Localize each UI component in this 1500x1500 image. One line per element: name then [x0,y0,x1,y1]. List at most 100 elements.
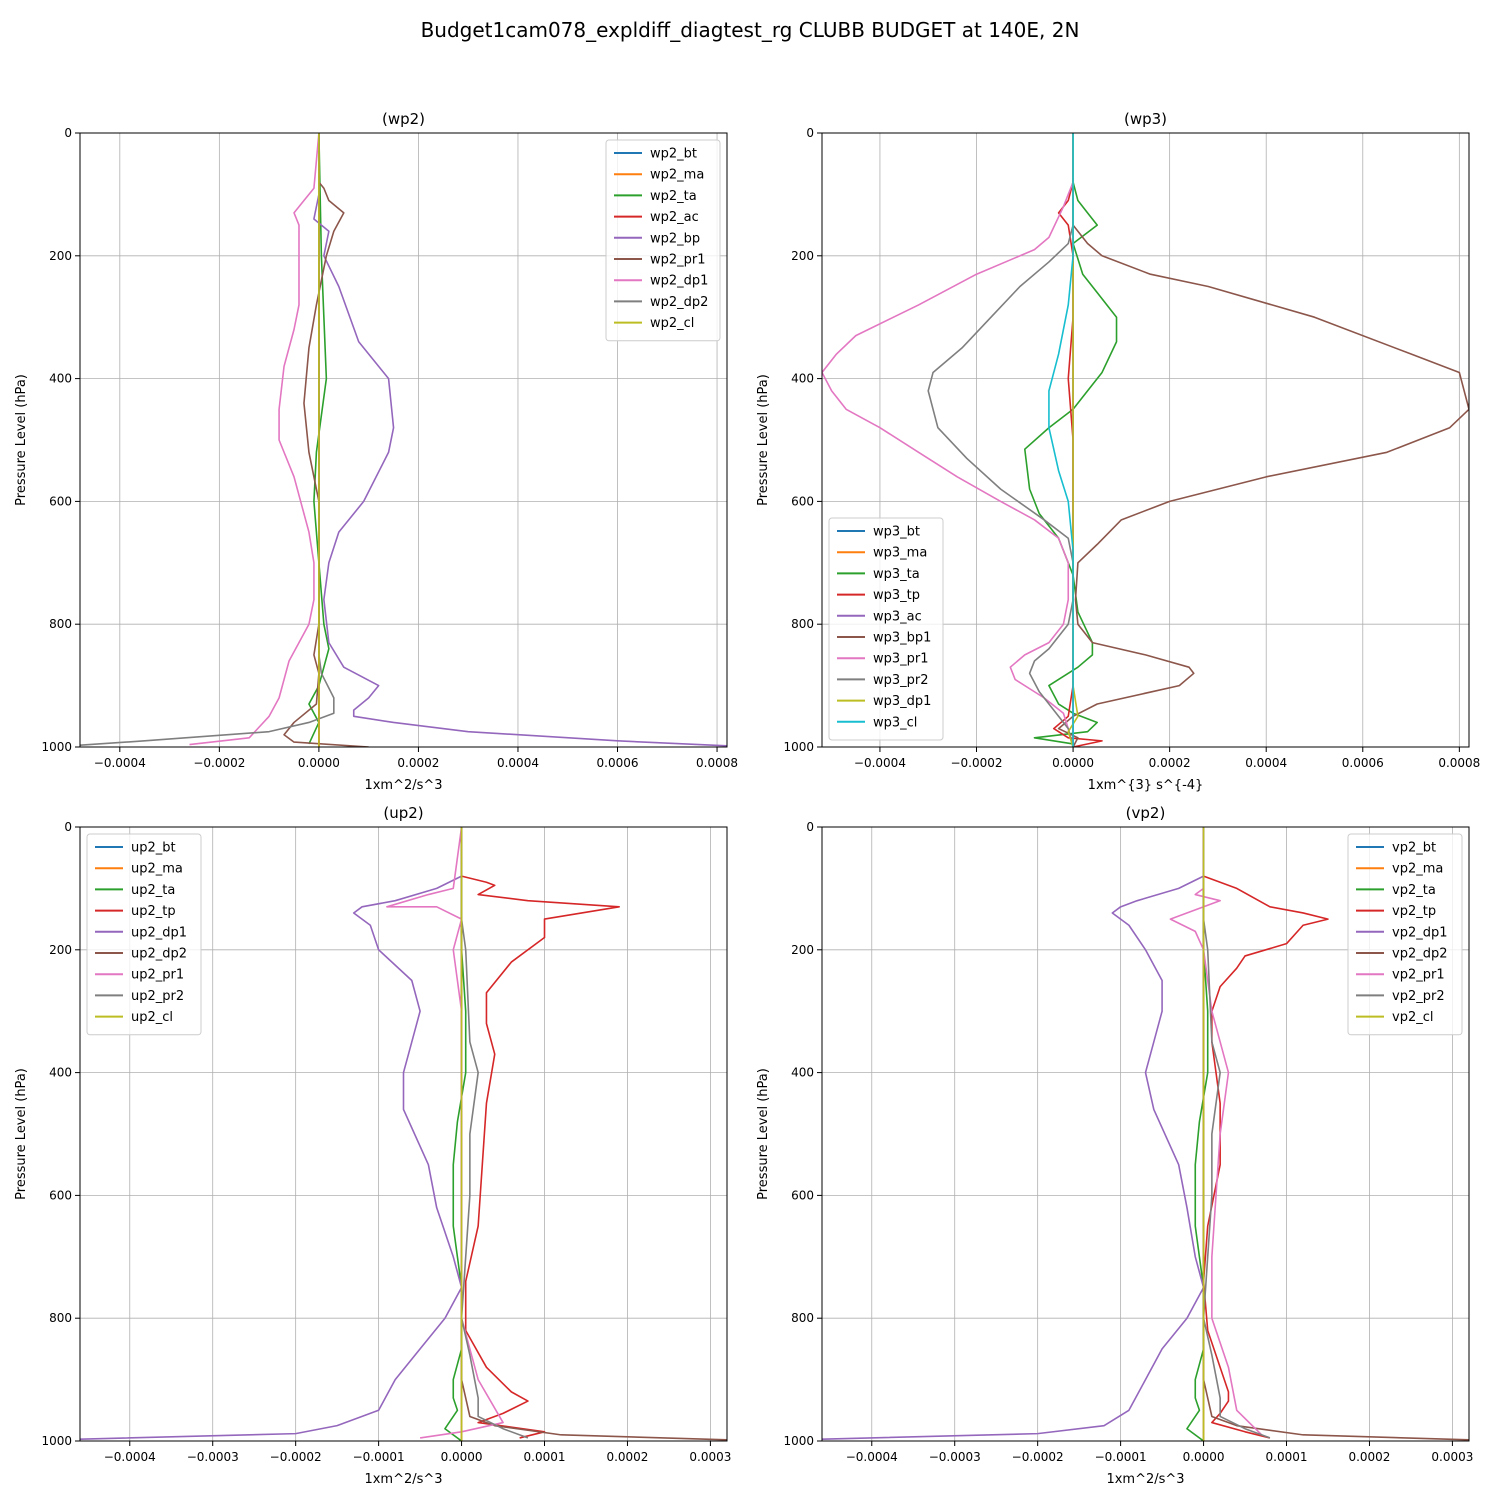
chart-panel-3: −0.0004 −0.0003 −0.0002 −0.0001 0.0000 0.0001… [756,804,1473,1487]
axes-frame [821,132,1470,748]
y-tick-label: 400 [49,1066,72,1080]
y-tick-label: 0 [64,126,72,140]
x-tick-label: −0.0004 [104,1450,156,1464]
series-group [80,827,727,1441]
y-tick-label: 600 [791,1188,814,1202]
x-tick-label: 0.0008 [1438,756,1480,770]
x-tick-label: 0.0000 [1052,756,1094,770]
series-group [822,133,1469,747]
series-line-up2_ta [444,827,467,1441]
y-tick-label: 1000 [41,740,72,754]
legend-label-vp2_dp1: vp2_dp1 [1392,925,1448,940]
y-tick-label: 200 [791,943,814,957]
legend-label-wp3_pr2: wp3_pr2 [873,673,929,688]
series-line-vp2_pr1 [1169,827,1263,1436]
legend-label-up2_bt: up2_bt [131,841,176,856]
series-line-up2_pr1 [386,827,504,1439]
y-tick-label: 400 [49,372,72,386]
legend-label-vp2_pr2: vp2_pr2 [1392,989,1445,1004]
legend-label-wp3_cl: wp3_cl [873,715,917,730]
x-axis-label: 1xm^{3} s^{-4} [1088,778,1204,793]
chart-panel-1: −0.0004 −0.0002 0.0000 0.0002 0.0004 0.0006 0.… [756,110,1480,793]
legend-label-wp2_bp: wp2_bp [650,231,700,246]
y-axis-label: Pressure Level (hPa) [14,374,29,506]
x-tick-label: 0.0002 [397,756,439,770]
legend-label-wp2_cl: wp2_cl [650,316,694,331]
y-tick-label: 200 [49,249,72,263]
legend-label-up2_ta: up2_ta [131,883,175,898]
legend: wp2_bt wp2_ma wp2_ta wp2_ac wp2_bp wp2_pr1 wp2… [605,139,721,342]
x-tick-label: 0.0003 [1431,1450,1473,1464]
legend-label-wp3_ta: wp3_ta [873,567,920,582]
legend-box [1347,833,1463,1036]
x-tick-label: −0.0003 [929,1450,981,1464]
x-tick-label: 0.0001 [524,1450,566,1464]
y-axis-label: Pressure Level (hPa) [756,374,771,506]
legend-label-wp3_bp1: wp3_bp1 [873,631,931,646]
chart-panel-2: −0.0004 −0.0003 −0.0002 −0.0001 0.0000 0.0001… [14,804,731,1487]
y-tick-label: 800 [49,1311,72,1325]
y-axis-label: Pressure Level (hPa) [14,1068,29,1200]
axes-frame [79,826,728,1442]
series-line-wp2_pr1 [283,133,369,747]
legend-label-wp3_ma: wp3_ma [873,546,927,561]
y-tick-label: 1000 [783,1434,814,1448]
legend-label-vp2_ma: vp2_ma [1392,862,1443,877]
legend-label-wp3_ac: wp3_ac [873,609,922,624]
x-tick-label: −0.0002 [270,1450,322,1464]
legend-label-vp2_ta: vp2_ta [1392,883,1436,898]
legend: up2_bt up2_ma up2_ta up2_tp up2_dp1 up2_dp2up… [86,833,202,1036]
legend: wp3_bt wp3_ma wp3_ta wp3_tp wp3_ac wp3_bp1 wp3… [828,517,944,741]
axes-frame [79,132,728,748]
x-tick-label: 0.0002 [1149,756,1191,770]
series-line-up2_pr2 [460,827,529,1439]
series-line-wp3_cl [1048,133,1074,747]
x-tick-label: −0.0002 [950,756,1002,770]
legend-label-wp3_dp1: wp3_dp1 [873,694,931,709]
legend-label-wp3_pr1: wp3_pr1 [873,652,929,667]
series-group [80,133,727,747]
x-tick-label: 0.0000 [1183,1450,1225,1464]
series-line-wp3_bp1 [1057,133,1469,747]
legend: vp2_bt vp2_ma vp2_ta vp2_tp vp2_dp1 vp2_dp2vp… [1347,833,1463,1036]
y-tick-label: 600 [791,494,814,508]
legend-label-wp2_ac: wp2_ac [650,210,699,225]
legend-label-up2_cl: up2_cl [131,1010,173,1025]
legend-label-up2_ma: up2_ma [131,862,183,877]
series-line-wp3_dp1 [1067,133,1079,747]
chart-panels: −0.0004 −0.0002 0.0000 0.0002 0.0004 0.0006 0.… [14,110,1480,1487]
y-tick-label: 400 [791,372,814,386]
y-tick-label: 200 [49,943,72,957]
x-tick-label: 0.0000 [441,1450,483,1464]
y-tick-label: 1000 [783,740,814,754]
y-tick-label: 600 [49,494,72,508]
series-line-wp3_pr2 [927,133,1074,747]
series-line-vp2_dp1 [822,827,1205,1440]
y-tick-label: 0 [64,820,72,834]
series-line-wp3_tp [1052,133,1103,747]
y-tick-label: 0 [806,126,814,140]
y-tick-label: 400 [791,1066,814,1080]
x-tick-label: 0.0006 [1342,756,1384,770]
legend-label-up2_dp1: up2_dp1 [131,925,187,940]
series-line-up2_dp1 [80,827,463,1440]
series-line-wp2_bp [313,133,727,747]
y-tick-label: 800 [791,617,814,631]
legend-label-up2_tp: up2_tp [131,904,176,919]
legend-label-up2_dp2: up2_dp2 [131,947,187,962]
x-tick-label: 0.0006 [597,756,639,770]
series-line-wp3_pr1 [822,133,1074,747]
y-tick-label: 200 [791,249,814,263]
legend-label-vp2_dp2: vp2_dp2 [1392,947,1448,962]
y-tick-label: 0 [806,820,814,834]
x-tick-label: −0.0004 [854,756,906,770]
legend-label-wp2_dp2: wp2_dp2 [650,295,708,310]
chart-title: (vp2) [1126,804,1166,822]
x-tick-label: −0.0001 [1095,1450,1147,1464]
legend-label-wp2_ma: wp2_ma [650,168,704,183]
legend-label-wp2_pr1: wp2_pr1 [650,253,706,268]
y-tick-label: 1000 [41,1434,72,1448]
legend-label-wp2_dp1: wp2_dp1 [650,274,708,289]
x-axis-label: 1xm^2/s^3 [1106,1472,1184,1487]
